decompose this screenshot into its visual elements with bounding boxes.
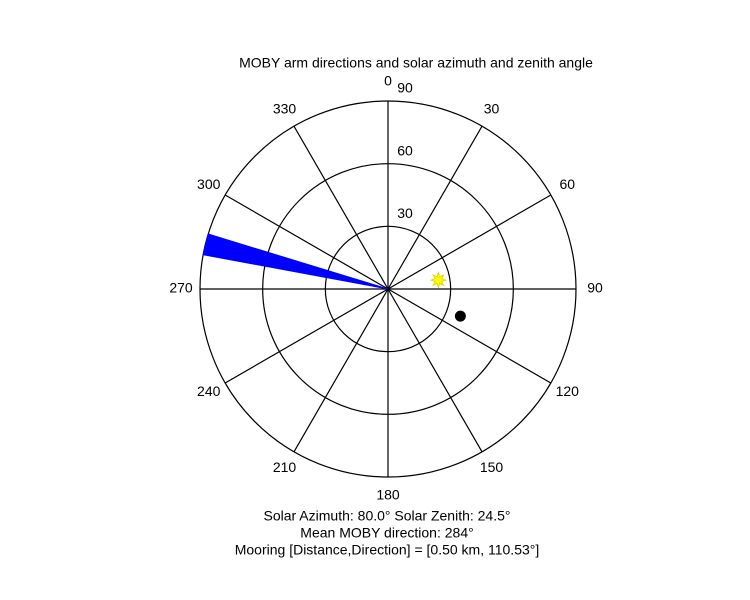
theta-tick-label: 240 [197,383,221,399]
spoke [387,288,483,453]
spoke [293,125,389,290]
solar-marker [429,271,448,289]
theta-tick-label: 180 [376,487,400,503]
arm-wedge [202,233,389,290]
spoke [224,194,389,290]
theta-tick-label: 30 [484,100,500,116]
annotation: Solar Azimuth: 80.0° Solar Zenith: 24.5° [264,508,511,524]
r-tick-label: 30 [397,205,413,221]
theta-tick-label: 330 [273,100,297,116]
spoke [224,288,389,384]
r-tick-label: 60 [397,142,413,158]
theta-tick-label: 300 [197,176,221,192]
theta-tick-label: 120 [556,383,580,399]
theta-tick-label: 270 [169,280,193,296]
spoke [387,125,483,290]
theta-tick-label: 0 [384,73,392,89]
theta-tick-label: 210 [273,459,297,475]
theta-tick-label: 60 [559,176,575,192]
annotation: Mooring [Distance,Direction] = [0.50 km,… [235,542,540,558]
theta-tick-label: 150 [480,459,504,475]
spoke [387,194,552,290]
annotation: Mean MOBY direction: 284° [300,525,473,541]
spoke [293,288,389,453]
chart-title: MOBY arm directions and solar azimuth an… [239,55,593,71]
theta-tick-label: 90 [587,280,603,296]
mooring-marker [454,310,466,322]
spoke [387,288,552,384]
r-tick-label: 90 [397,80,413,96]
